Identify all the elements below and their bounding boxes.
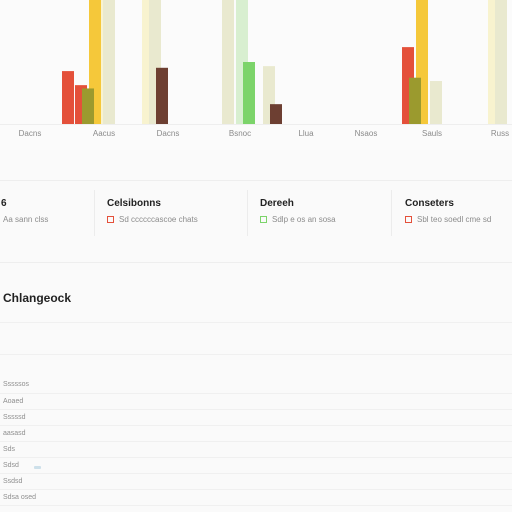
bar[interactable] <box>103 0 115 124</box>
row-divider <box>0 322 512 323</box>
bar[interactable] <box>409 77 421 124</box>
x-tick-label: Nsaos <box>354 129 378 138</box>
log-item[interactable]: Aoaed <box>3 398 24 405</box>
card-separator <box>391 190 392 236</box>
log-item[interactable]: Sdsd <box>3 462 19 469</box>
stat-subtitle: Sbl teo soedl cme sd <box>405 215 491 224</box>
stat-card[interactable]: 6 Aa sann clss <box>0 192 92 236</box>
bar[interactable] <box>222 0 234 124</box>
x-tick-label: Bsnoc <box>228 129 252 138</box>
card-separator <box>94 190 95 236</box>
stat-card[interactable]: Conseters Sbl teo soedl cme sd <box>398 192 512 236</box>
bar[interactable] <box>82 88 94 124</box>
row-divider <box>0 425 512 426</box>
section-divider <box>0 180 512 181</box>
row-divider <box>0 409 512 410</box>
x-tick-label: Aacus <box>92 129 116 138</box>
row-divider <box>0 441 512 442</box>
log-item[interactable]: Ssdsd <box>3 478 23 485</box>
bar[interactable] <box>62 71 74 124</box>
log-item[interactable]: Sssssd <box>3 414 26 421</box>
row-divider <box>0 489 512 490</box>
x-tick-label: Dacns <box>156 129 180 138</box>
stat-title: Celsibonns <box>107 198 161 209</box>
stat-subtitle: Aa sann clss <box>3 215 49 224</box>
bar[interactable] <box>430 81 442 124</box>
row-divider <box>0 393 512 394</box>
stat-title: Dereeh <box>260 198 294 209</box>
log-item[interactable]: Sdsa osed <box>3 494 37 501</box>
bar[interactable] <box>156 67 168 124</box>
stat-subtitle: Sdlp e os an sosa <box>260 215 336 224</box>
stat-subtitle: Sd ccccccascoe chats <box>107 215 198 224</box>
stat-card[interactable]: Dereeh Sdlp e os an sosa <box>253 192 388 236</box>
section-title: Chlangeock <box>3 291 72 305</box>
x-tick-label: Llua <box>298 129 314 138</box>
legend-swatch-icon <box>405 216 412 223</box>
stat-card[interactable]: Celsibonns Sd ccccccascoe chats <box>100 192 245 236</box>
card-separator <box>247 190 248 236</box>
x-tick-label: Russ <box>490 129 510 138</box>
x-tick-label: Sauls <box>421 129 443 138</box>
log-item[interactable]: Sssssos <box>3 381 30 388</box>
log-item[interactable]: Sds <box>3 446 16 453</box>
x-tick-label: Dacns <box>18 129 42 138</box>
row-divider <box>0 457 512 458</box>
bar-chart-svg <box>0 0 512 125</box>
bar[interactable] <box>270 104 282 124</box>
status-indicator-icon <box>34 466 41 469</box>
legend-swatch-icon <box>260 216 267 223</box>
row-divider <box>0 473 512 474</box>
legend-swatch-icon <box>107 216 114 223</box>
bar[interactable] <box>243 62 255 124</box>
row-divider <box>0 354 512 355</box>
log-item[interactable]: aasasd <box>3 430 26 437</box>
stat-title: 6 <box>1 198 7 209</box>
row-divider <box>0 505 512 506</box>
section-divider <box>0 262 512 263</box>
bar-chart <box>0 0 512 150</box>
bar[interactable] <box>495 0 507 124</box>
stat-title: Conseters <box>405 198 454 209</box>
